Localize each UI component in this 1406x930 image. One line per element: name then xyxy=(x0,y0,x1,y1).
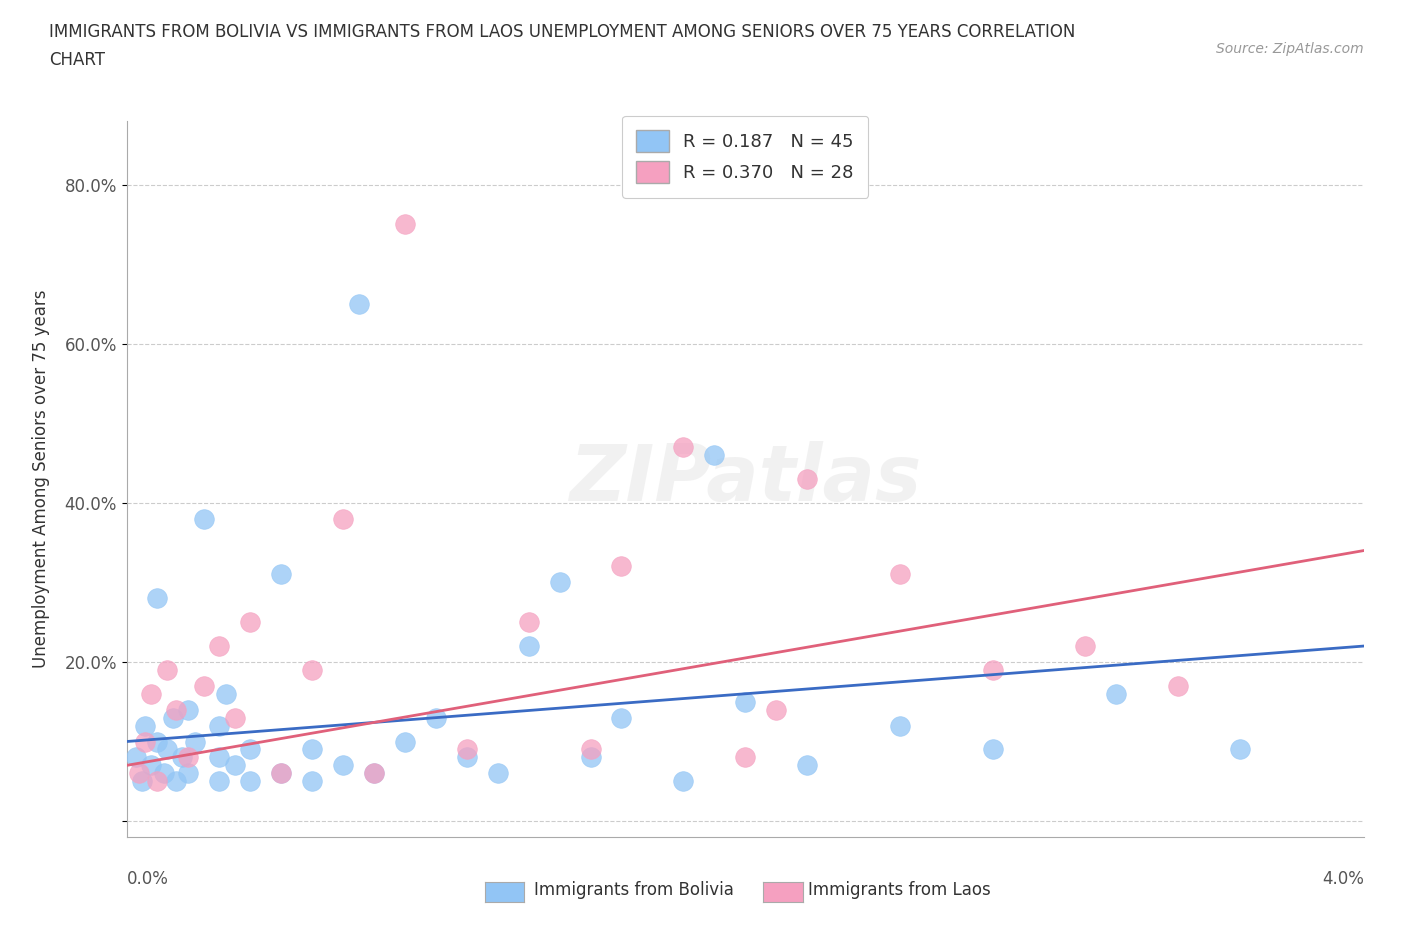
Point xyxy=(301,774,323,789)
Point xyxy=(734,750,756,764)
Point xyxy=(270,567,292,582)
Point xyxy=(125,750,148,764)
Point xyxy=(672,440,695,455)
Point xyxy=(425,711,447,725)
Point xyxy=(579,750,602,764)
Point xyxy=(1105,686,1128,701)
Point xyxy=(152,766,174,781)
Text: 4.0%: 4.0% xyxy=(1322,870,1364,888)
Point xyxy=(208,750,231,764)
Point xyxy=(1167,678,1189,693)
Point xyxy=(703,447,725,462)
Legend: R = 0.187   N = 45, R = 0.370   N = 28: R = 0.187 N = 45, R = 0.370 N = 28 xyxy=(621,115,869,197)
Point xyxy=(610,711,633,725)
Text: Immigrants from Bolivia: Immigrants from Bolivia xyxy=(534,881,734,898)
Point xyxy=(734,695,756,710)
Point xyxy=(394,734,416,749)
Point xyxy=(796,758,818,773)
Point xyxy=(141,758,163,773)
Point xyxy=(208,639,231,654)
Point xyxy=(134,734,156,749)
Point xyxy=(172,750,194,764)
Point xyxy=(610,559,633,574)
Point xyxy=(347,297,370,312)
Point xyxy=(165,774,187,789)
Point xyxy=(301,662,323,677)
Point xyxy=(765,702,787,717)
Text: IMMIGRANTS FROM BOLIVIA VS IMMIGRANTS FROM LAOS UNEMPLOYMENT AMONG SENIORS OVER : IMMIGRANTS FROM BOLIVIA VS IMMIGRANTS FR… xyxy=(49,23,1076,41)
Point xyxy=(301,742,323,757)
Point xyxy=(165,702,187,717)
Point xyxy=(517,615,540,630)
Point xyxy=(363,766,385,781)
Point xyxy=(156,662,179,677)
Point xyxy=(224,711,246,725)
Point xyxy=(239,774,262,789)
Point xyxy=(193,512,215,526)
Point xyxy=(270,766,292,781)
Point xyxy=(889,718,911,733)
Point xyxy=(270,766,292,781)
Point xyxy=(131,774,153,789)
Point xyxy=(177,766,200,781)
Point xyxy=(548,575,571,590)
Point xyxy=(146,591,169,605)
Point xyxy=(981,742,1004,757)
Text: CHART: CHART xyxy=(49,51,105,69)
Point xyxy=(579,742,602,757)
Point xyxy=(141,686,163,701)
Point xyxy=(177,750,200,764)
Text: 0.0%: 0.0% xyxy=(127,870,169,888)
Point xyxy=(1074,639,1097,654)
Point xyxy=(363,766,385,781)
Text: Immigrants from Laos: Immigrants from Laos xyxy=(808,881,991,898)
Point xyxy=(517,639,540,654)
Point xyxy=(146,774,169,789)
Point xyxy=(456,750,478,764)
Point xyxy=(796,472,818,486)
Point xyxy=(332,512,354,526)
Point xyxy=(156,742,179,757)
Point xyxy=(224,758,246,773)
Text: Source: ZipAtlas.com: Source: ZipAtlas.com xyxy=(1216,42,1364,56)
Point xyxy=(183,734,205,749)
Point xyxy=(214,686,236,701)
Point xyxy=(239,742,262,757)
Point xyxy=(128,766,150,781)
Point xyxy=(456,742,478,757)
Point xyxy=(394,217,416,232)
Point xyxy=(239,615,262,630)
Point xyxy=(486,766,509,781)
Point xyxy=(162,711,184,725)
Point xyxy=(208,718,231,733)
Point xyxy=(672,774,695,789)
Point xyxy=(332,758,354,773)
Y-axis label: Unemployment Among Seniors over 75 years: Unemployment Among Seniors over 75 years xyxy=(32,290,51,668)
Point xyxy=(146,734,169,749)
Point xyxy=(193,678,215,693)
Point xyxy=(177,702,200,717)
Point xyxy=(889,567,911,582)
Point xyxy=(208,774,231,789)
Point xyxy=(134,718,156,733)
Point xyxy=(981,662,1004,677)
Text: ZIPatlas: ZIPatlas xyxy=(569,441,921,517)
Point xyxy=(1229,742,1251,757)
